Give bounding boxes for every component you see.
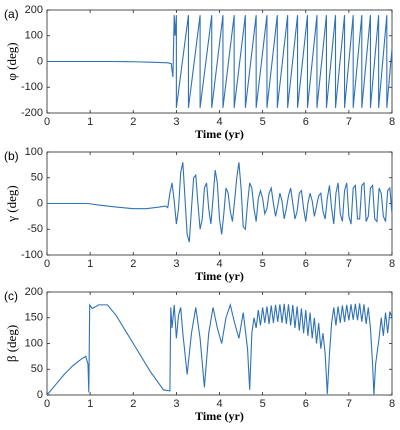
y-tick-label: 100 [25, 30, 43, 42]
y-tick-label: 0 [37, 55, 43, 67]
x-tick-label: 5 [260, 398, 266, 410]
y-tick-label: 50 [31, 172, 43, 184]
x-axis-label: Time (yr) [195, 127, 244, 141]
data-line [46, 302, 393, 396]
x-tick-label: 4 [216, 258, 222, 270]
y-tick-label: 200 [25, 286, 43, 298]
x-axis-label: Time (yr) [195, 409, 244, 423]
x-tick-label: 1 [87, 258, 93, 270]
y-tick-label: 50 [31, 363, 43, 375]
data-line [47, 162, 393, 243]
x-tick-label: 0 [44, 258, 50, 270]
panel-label: (a) [4, 7, 19, 21]
x-tick-label: 7 [346, 398, 352, 410]
y-tick-label: -100 [21, 81, 43, 93]
x-tick-label: 3 [173, 116, 179, 128]
x-tick-label: 3 [173, 258, 179, 270]
axes-box [46, 151, 393, 256]
axes-box [46, 291, 393, 396]
x-tick-label: 0 [44, 398, 50, 410]
y-tick-label: -200 [21, 107, 43, 119]
panel-label: (c) [4, 289, 18, 303]
y-tick-label: 200 [25, 4, 43, 16]
y-tick-label: 150 [25, 312, 43, 324]
x-tick-label: 2 [130, 398, 136, 410]
y-tick-label: 0 [37, 197, 43, 209]
x-tick-label: 8 [389, 116, 395, 128]
y-tick-label: 100 [25, 337, 43, 349]
y-tick-label: -100 [21, 249, 43, 261]
x-tick-label: 1 [87, 398, 93, 410]
x-tick-label: 8 [389, 398, 395, 410]
x-tick-label: 8 [389, 258, 395, 270]
x-tick-label: 1 [87, 116, 93, 128]
x-tick-label: 6 [303, 116, 309, 128]
x-tick-label: 5 [260, 116, 266, 128]
y-tick-label: 0 [37, 389, 43, 401]
y-axis-label: φ (deg) [4, 42, 19, 80]
x-tick-label: 2 [130, 258, 136, 270]
y-tick-label: -50 [27, 223, 43, 235]
x-tick-label: 4 [216, 398, 222, 410]
panel-label: (b) [4, 149, 19, 163]
x-tick-label: 2 [130, 116, 136, 128]
x-tick-label: 5 [260, 258, 266, 270]
x-tick-label: 6 [303, 398, 309, 410]
y-axis-label: β (deg) [4, 325, 19, 362]
data-line [47, 15, 393, 108]
x-tick-label: 3 [173, 398, 179, 410]
x-axis-label: Time (yr) [195, 269, 244, 283]
x-tick-label: 0 [44, 116, 50, 128]
y-tick-label: 100 [25, 146, 43, 158]
x-tick-label: 7 [346, 116, 352, 128]
x-tick-label: 6 [303, 258, 309, 270]
x-tick-label: 7 [346, 258, 352, 270]
x-tick-label: 4 [216, 116, 222, 128]
y-axis-label: γ (deg) [4, 185, 19, 222]
